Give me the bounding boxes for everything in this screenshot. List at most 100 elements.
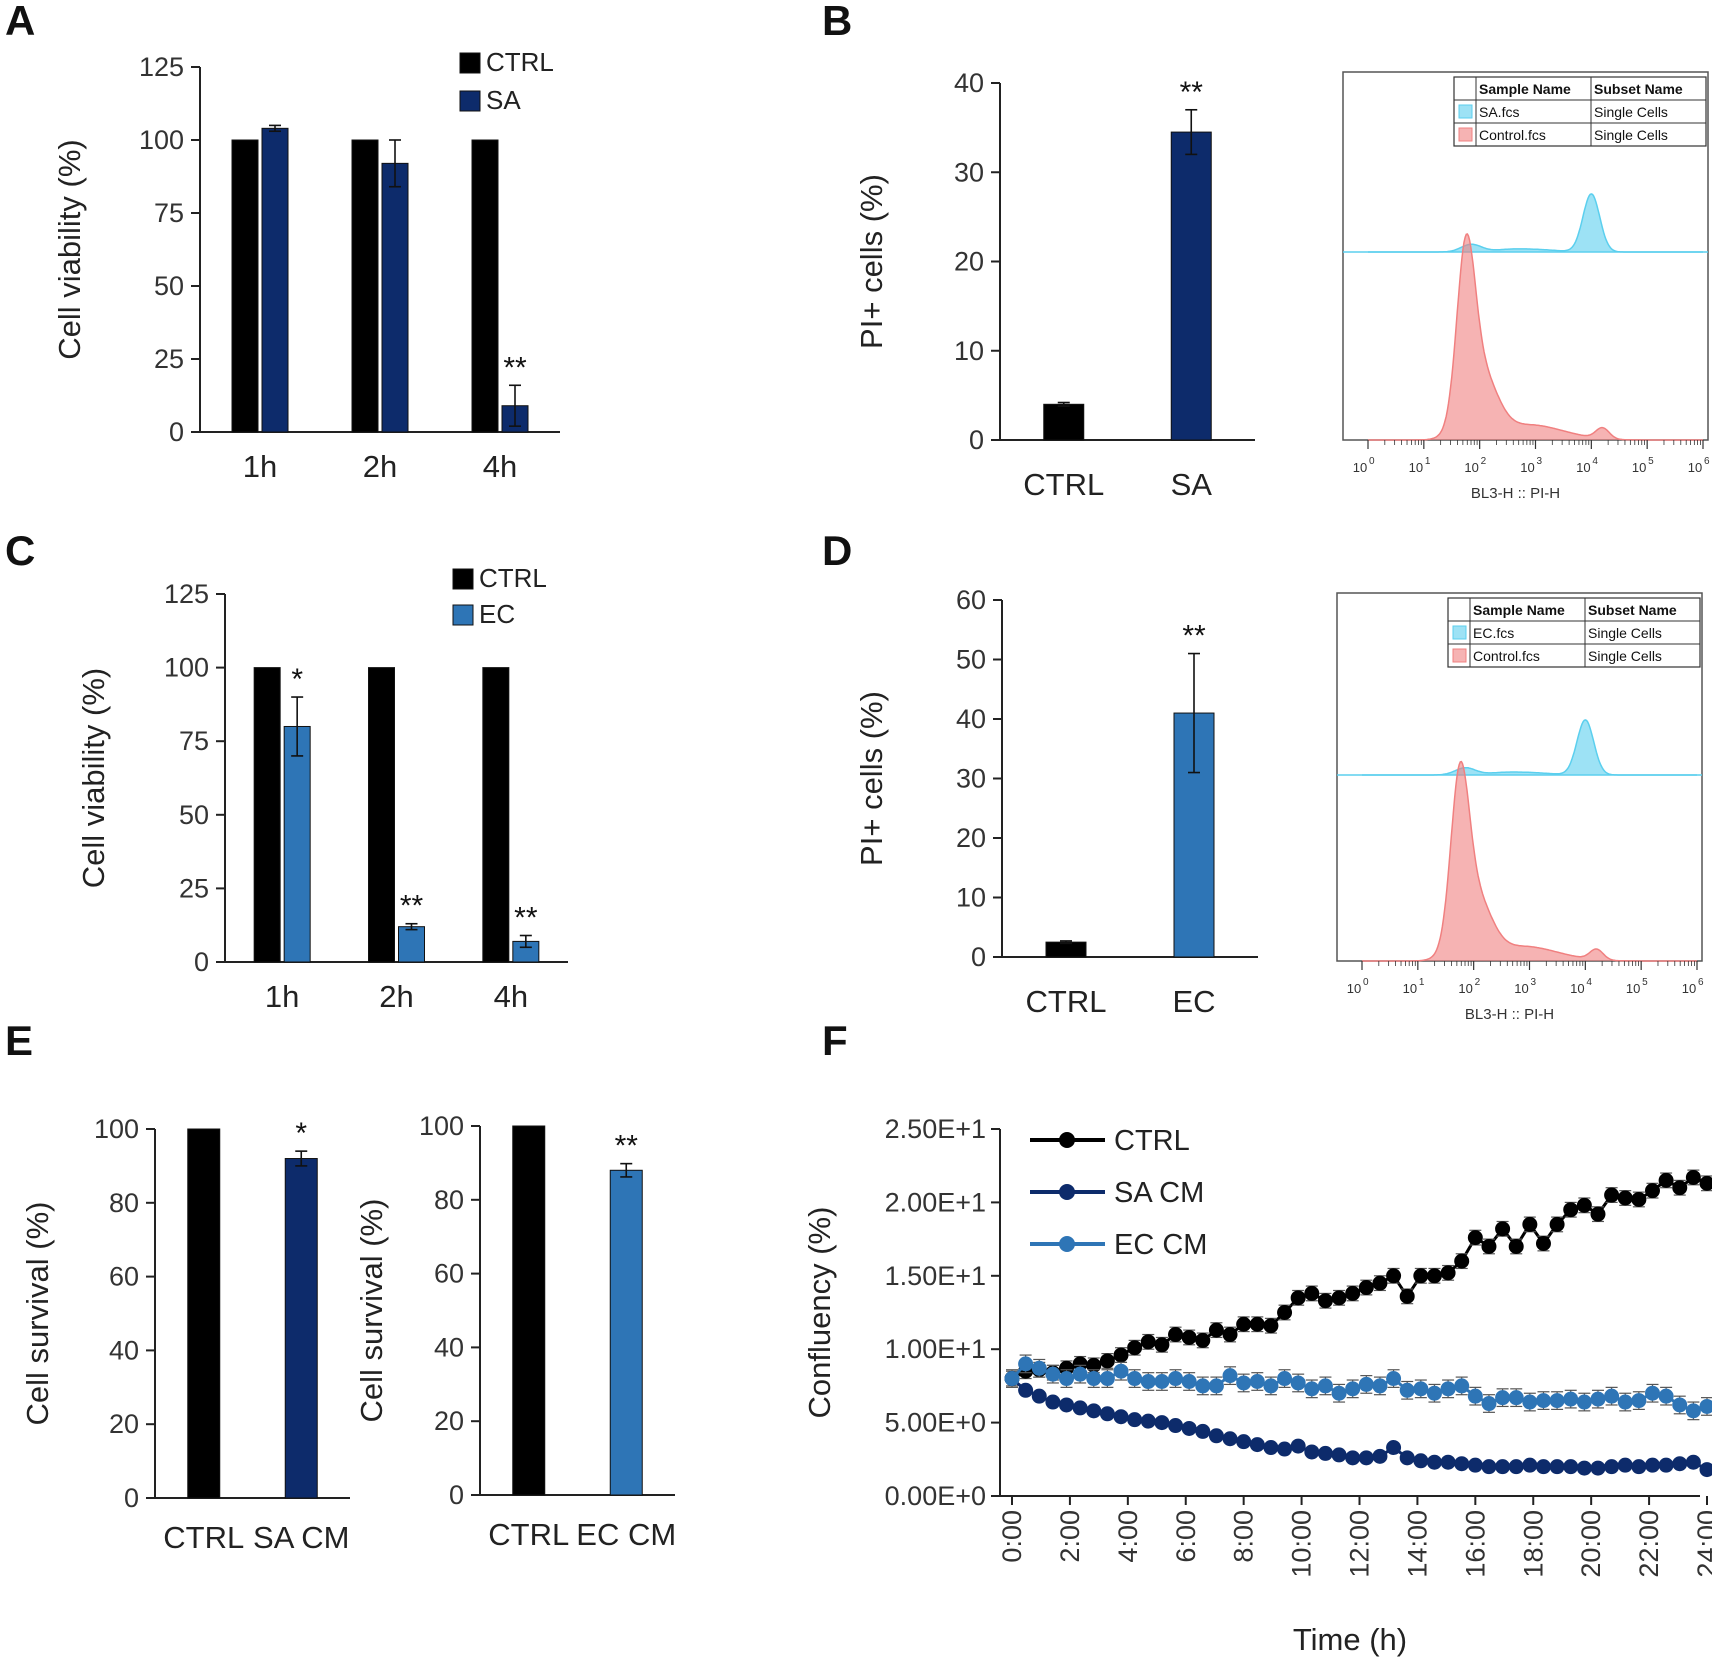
flow-legend-table xyxy=(1447,597,1701,668)
data-point-ec xyxy=(1263,1378,1279,1394)
data-point-ec xyxy=(1399,1382,1415,1398)
x-category-label: CTRL xyxy=(488,1517,569,1552)
y-axis-title: Cell survival (%) xyxy=(20,1202,55,1426)
x-tick-label: 2:00 xyxy=(1055,1510,1085,1563)
y-tick-label: 100 xyxy=(139,125,184,155)
data-point-ec xyxy=(1168,1371,1184,1387)
data-point-ctrl xyxy=(1522,1216,1538,1232)
flow-x-tick-label: 10 xyxy=(1626,981,1640,996)
flow-x-tick-label: 10 xyxy=(1682,981,1696,996)
data-point-ec xyxy=(1699,1398,1712,1414)
flow-histogram-control xyxy=(1368,234,1703,440)
data-point-ctrl xyxy=(1168,1327,1184,1343)
y-tick-label: 10 xyxy=(956,883,986,913)
flow-table-header-sample: Sample Name xyxy=(1473,602,1565,618)
data-point-ctrl xyxy=(1208,1322,1224,1338)
data-point-ctrl xyxy=(1454,1253,1470,1269)
panel-letter-a: A xyxy=(5,0,35,44)
data-point-ctrl xyxy=(1059,1360,1075,1376)
data-point-sa xyxy=(1317,1445,1333,1461)
legend-swatch-ec xyxy=(452,604,474,626)
y-tick-label: 60 xyxy=(956,585,986,615)
data-point-ec xyxy=(1495,1390,1511,1406)
data-point-sa xyxy=(1222,1431,1238,1447)
bar-ec-1h xyxy=(283,725,311,963)
data-point-ec xyxy=(1413,1381,1429,1397)
flow-x-tick-label: 10 xyxy=(1403,981,1417,996)
data-point-ec xyxy=(1304,1381,1320,1397)
data-point-ctrl xyxy=(1631,1191,1647,1207)
flow-table-subset-name: Single Cells xyxy=(1594,104,1668,120)
flow-histogram-treated-outline xyxy=(1368,193,1703,253)
data-point-ctrl xyxy=(1099,1353,1115,1369)
flow-x-tick-label: 10 xyxy=(1632,460,1646,475)
data-point-sa xyxy=(1168,1418,1184,1434)
data-point-sa xyxy=(1576,1460,1592,1476)
y-tick-label: 5.00E+0 xyxy=(885,1408,986,1438)
data-point-ec xyxy=(1113,1363,1129,1379)
flow-x-tick-exponent: 2 xyxy=(1481,456,1487,467)
data-point-sa xyxy=(1604,1459,1620,1475)
y-tick-label: 125 xyxy=(164,579,209,609)
y-tick-label: 30 xyxy=(956,764,986,794)
legend-swatch-ctrl xyxy=(452,568,474,590)
flow-x-tick-label: 10 xyxy=(1353,460,1367,475)
y-tick-label: 10 xyxy=(954,336,984,366)
y-axis-title: Cell survival (%) xyxy=(354,1199,389,1423)
data-point-ctrl xyxy=(1358,1280,1374,1296)
data-point-ec xyxy=(1072,1366,1088,1382)
y-tick-label: 100 xyxy=(164,653,209,683)
y-tick-label: 40 xyxy=(956,704,986,734)
data-point-sa xyxy=(1685,1454,1701,1470)
data-point-sa xyxy=(1086,1403,1102,1419)
data-point-ctrl xyxy=(1508,1238,1524,1254)
data-point-ec xyxy=(1195,1378,1211,1394)
legend-label-ctrl: CTRL xyxy=(1114,1125,1190,1157)
data-point-sa xyxy=(1072,1400,1088,1416)
significance-marker: * xyxy=(295,1117,307,1150)
data-point-ec xyxy=(1222,1368,1238,1384)
flow-x-tick-exponent: 0 xyxy=(1369,456,1375,467)
significance-marker: ** xyxy=(1180,76,1204,109)
flow-table-sample-name: EC.fcs xyxy=(1473,625,1514,641)
x-tick-label: 6:00 xyxy=(1171,1510,1201,1563)
x-category-label: CTRL xyxy=(1023,467,1104,502)
data-point-sa xyxy=(1099,1406,1115,1422)
data-point-ctrl xyxy=(1386,1268,1402,1284)
significance-marker: ** xyxy=(514,902,538,935)
data-point-ctrl xyxy=(1644,1183,1660,1199)
data-point-ctrl xyxy=(1372,1275,1388,1291)
flow-table-sample-name: SA.fcs xyxy=(1479,104,1519,120)
flow-x-tick-exponent: 3 xyxy=(1531,977,1537,988)
y-tick-label: 75 xyxy=(154,198,184,228)
panel-letters: A B C D E F xyxy=(5,0,852,1064)
data-point-ctrl xyxy=(1413,1268,1429,1284)
panel-letter-e: E xyxy=(5,1017,33,1064)
data-point-ctrl xyxy=(1590,1206,1606,1222)
data-point-ec xyxy=(1454,1378,1470,1394)
y-tick-label: 100 xyxy=(94,1114,139,1144)
data-point-sa xyxy=(1345,1450,1361,1466)
bar-ctrl xyxy=(187,1128,221,1499)
y-axis-title: Cell viability (%) xyxy=(76,668,111,888)
x-tick-label: 20:00 xyxy=(1576,1510,1606,1578)
y-tick-label: 60 xyxy=(109,1262,139,1292)
data-point-ec xyxy=(1059,1371,1075,1387)
flow-table-subset-name: Single Cells xyxy=(1594,127,1668,143)
data-point-ctrl xyxy=(1672,1180,1688,1196)
legend-label-ec: EC CM xyxy=(1114,1229,1207,1261)
significance-marker: ** xyxy=(1182,620,1206,653)
flow-table-subset-name: Single Cells xyxy=(1588,625,1662,641)
y-tick-label: 50 xyxy=(154,271,184,301)
flow-table-header-subset: Subset Name xyxy=(1594,81,1683,97)
flow-x-tick-label: 10 xyxy=(1458,981,1472,996)
flow-x-axis-title: BL3-H :: PI-H xyxy=(1465,1006,1554,1023)
flow-x-tick-exponent: 2 xyxy=(1475,977,1481,988)
y-tick-label: 20 xyxy=(434,1406,464,1436)
data-point-ctrl xyxy=(1236,1316,1252,1332)
significance-marker: ** xyxy=(615,1130,639,1163)
data-point-ctrl xyxy=(1495,1221,1511,1237)
legend-label-ctrl: CTRL xyxy=(486,47,554,77)
